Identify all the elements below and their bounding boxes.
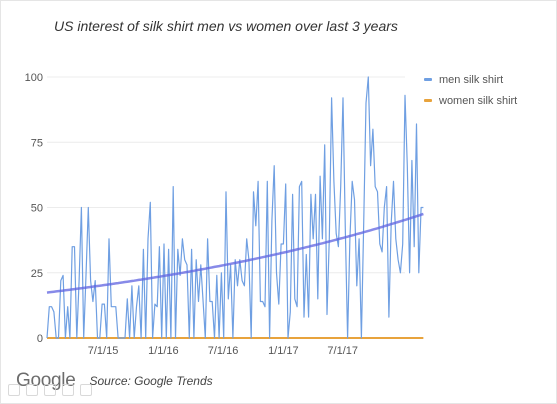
legend-item-men[interactable]: men silk shirt bbox=[424, 69, 517, 90]
y-axis-ticks: 0 25 50 75 100 bbox=[25, 72, 43, 345]
y-tick-label: 25 bbox=[31, 268, 43, 280]
legend-label-men: men silk shirt bbox=[439, 73, 504, 86]
x-tick-label: 7/1/15 bbox=[88, 345, 119, 357]
source-note: Source: Google Trends bbox=[89, 374, 213, 388]
series-layer bbox=[46, 76, 424, 339]
zoom-icon[interactable] bbox=[44, 384, 56, 396]
legend-swatch-men bbox=[424, 78, 432, 81]
legend-label-women: women silk shirt bbox=[439, 94, 518, 107]
chart-title: US interest of silk shirt men vs women o… bbox=[54, 18, 398, 34]
footer: Google Source: Google Trends bbox=[16, 370, 213, 392]
x-tick-label: 7/1/17 bbox=[327, 345, 358, 357]
google-logo: Google bbox=[16, 370, 76, 391]
link-icon[interactable] bbox=[62, 384, 74, 396]
x-tick-label: 1/1/16 bbox=[148, 345, 179, 357]
x-tick-label: 1/1/17 bbox=[268, 345, 299, 357]
legend: men silk shirt women silk shirt bbox=[424, 69, 517, 111]
series-line-men bbox=[46, 76, 424, 339]
legend-swatch-women bbox=[424, 99, 432, 102]
legend-item-women[interactable]: women silk shirt bbox=[424, 90, 517, 111]
footer-toolbar bbox=[8, 384, 92, 396]
chart-icon[interactable] bbox=[26, 384, 38, 396]
y-tick-label: 100 bbox=[25, 72, 43, 84]
y-tick-label: 75 bbox=[31, 137, 43, 149]
trendline-men bbox=[46, 212, 424, 294]
x-tick-label: 7/1/16 bbox=[208, 345, 239, 357]
x-axis-ticks: 7/1/15 1/1/16 7/1/16 1/1/17 7/1/17 bbox=[88, 345, 358, 357]
y-tick-label: 50 bbox=[31, 203, 43, 215]
edit-icon[interactable] bbox=[8, 384, 20, 396]
pointer-icon[interactable] bbox=[80, 384, 92, 396]
y-tick-label: 0 bbox=[37, 333, 43, 345]
